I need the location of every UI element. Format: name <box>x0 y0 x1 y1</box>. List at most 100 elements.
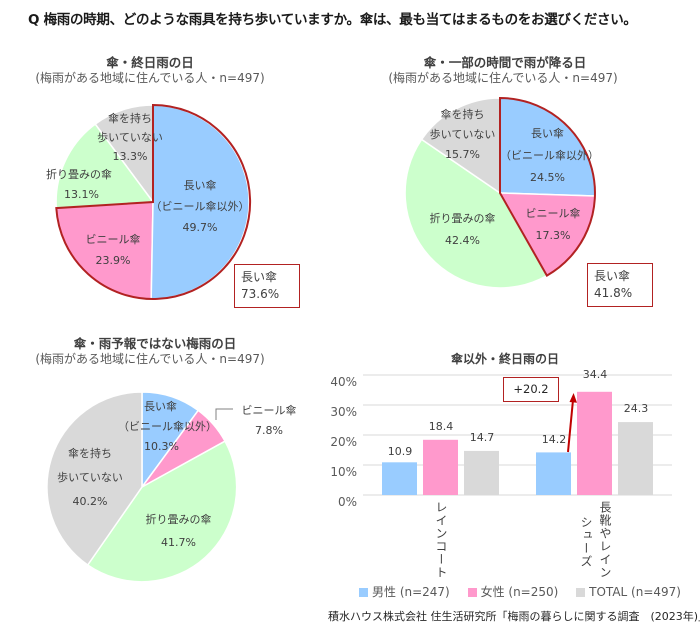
pie2-callout-label: 長い傘 <box>594 269 631 283</box>
pie3 <box>46 391 238 583</box>
ytick-30: 30% <box>330 405 357 419</box>
bar-raincoat-total <box>464 450 499 495</box>
pie3-subtitle: (梅雨がある地域に住んでいる人・n=497) <box>35 352 265 366</box>
pie3-none-line1: 傘を持ち <box>68 447 112 460</box>
pie1-none-line1: 傘を持ち <box>108 112 152 125</box>
pie1-callout: 長い傘 73.6% <box>234 264 300 308</box>
pie1-slice-folding <box>55 123 155 209</box>
pie3-none-value: 40.2% <box>72 495 108 508</box>
source-citation: 積水ハウス株式会社 住生活研究所「梅雨の暮らしに関する調査 (2023年)」 <box>328 610 700 623</box>
pie3-long-line2: （ビニール傘以外） <box>118 420 217 433</box>
bar-boots-female <box>577 391 612 495</box>
pie2-subtitle: (梅雨がある地域に住んでいる人・n=497) <box>388 71 618 85</box>
pie2-none-value: 15.7% <box>445 148 480 161</box>
label-raincoat-male: 10.9 <box>387 445 413 458</box>
pie2-none-line2: 歩いていない <box>429 128 496 141</box>
increase-arrow-icon <box>567 393 577 453</box>
pie3-label-folding: 折り畳みの傘 41.7% <box>136 508 221 554</box>
pie1-highlight-outline <box>55 103 252 300</box>
pie1-title: 傘・終日雨の日 <box>106 55 194 70</box>
pie1-long-value: 49.7% <box>182 221 218 234</box>
legend-female-label: 女性 (n=250) <box>480 585 559 599</box>
pie3-vinyl-value: 7.8% <box>255 424 283 437</box>
pie2-label-none: 傘を持ち 歩いていない 15.7% <box>425 105 500 165</box>
bar-boots-male <box>536 452 571 495</box>
ytick-40: 40% <box>330 375 357 389</box>
pie3-title: 傘・雨予報ではない梅雨の日 <box>73 336 237 351</box>
pie3-none-line2: 歩いていない <box>57 471 123 484</box>
pie1-none-value: 13.3% <box>112 150 148 163</box>
pie1 <box>55 103 252 300</box>
pie2-long-value: 24.5% <box>530 171 565 184</box>
bar-raincoat-female <box>423 439 458 495</box>
label-boots-total: 24.3 <box>623 402 649 415</box>
pie2-slice-none <box>420 97 501 195</box>
legend-female-swatch <box>467 588 477 597</box>
pie2-callout: 長い傘 41.8% <box>587 263 653 307</box>
pie2-folding-line1: 折り畳みの傘 <box>429 212 496 225</box>
pie2-label-long: 長い傘 （ビニール傘以外） 24.5% <box>500 123 599 189</box>
bar-yaxis: 40% 30% 20% 10% 0% <box>322 367 357 517</box>
pie3-vinyl-line1: ビニール傘 <box>241 404 297 417</box>
label-boots-male: 14.2 <box>541 433 567 446</box>
bar-raincoat-male <box>382 462 417 495</box>
pie3-label-none: 傘を持ち 歩いていない 40.2% <box>50 442 130 514</box>
pie2-vinyl-line1: ビニール傘 <box>525 207 581 220</box>
pie2-long-line2: （ビニール傘以外） <box>500 149 599 162</box>
category-raincoat: レインコート <box>434 501 448 579</box>
bar-boots-total <box>618 422 653 495</box>
pie2-callout-value: 41.8% <box>594 286 633 300</box>
ytick-0: 0% <box>337 495 357 509</box>
pie3-folding-value: 41.7% <box>161 536 196 549</box>
pie1-long-line2: （ビニール傘以外） <box>150 200 250 213</box>
pie1-label-long: 長い傘 （ビニール傘以外） 49.7% <box>150 175 250 238</box>
pie1-label-none: 傘を持ち 歩いていない 13.3% <box>95 109 165 166</box>
pie1-folding-line1: 折り畳みの傘 <box>46 168 112 181</box>
category-boots-line1: 長靴やレイン <box>598 501 612 579</box>
pie2 <box>404 96 596 289</box>
pie1-label-folding: 折り畳みの傘 13.1% <box>46 165 126 205</box>
pie2-label-vinyl: ビニール傘 17.3% <box>518 203 588 247</box>
legend-female: 女性 (n=250) <box>467 585 559 599</box>
question-title: Q 梅雨の時期、どのような雨具を持ち歩いていますか。傘は、最も当てはまるものをお… <box>28 12 637 28</box>
pie1-vinyl-line1: ビニール傘 <box>85 233 141 246</box>
pie1-folding-value: 13.1% <box>64 188 99 201</box>
label-raincoat-total: 14.7 <box>469 431 495 444</box>
pie1-long-line1: 長い傘 <box>183 179 217 192</box>
pie3-long-value: 10.3% <box>144 440 179 453</box>
increase-annotation: +20.2 <box>503 377 559 402</box>
pie2-slice-folding <box>404 138 548 289</box>
pie2-label-folding: 折り畳みの傘 42.4% <box>420 208 505 252</box>
legend-male-label: 男性 (n=247) <box>372 585 450 599</box>
pie3-folding-line1: 折り畳みの傘 <box>145 513 212 526</box>
category-boots-line2: シューズ <box>579 516 593 568</box>
pie2-none-line1: 傘を持ち <box>440 108 485 121</box>
bar-series <box>382 391 653 495</box>
pie1-callout-label: 長い傘 <box>241 270 278 284</box>
bar-legend: 男性 (n=247) 女性 (n=250) TOTAL (n=497) <box>359 583 695 600</box>
legend-total-label: TOTAL (n=497) <box>589 585 681 599</box>
pie3-label-vinyl: ビニール傘 7.8% <box>234 401 304 441</box>
legend-male: 男性 (n=247) <box>359 585 450 599</box>
pie1-none-line2: 歩いていない <box>97 131 163 144</box>
pie1-subtitle: (梅雨がある地域に住んでいる人・n=497) <box>35 71 265 85</box>
legend-total-swatch <box>576 588 586 597</box>
pie2-highlight-outline <box>499 96 596 277</box>
pie2-folding-value: 42.4% <box>445 234 480 247</box>
label-raincoat-female: 18.4 <box>428 420 454 433</box>
pie3-long-line1: 長い傘 <box>144 400 177 413</box>
pie1-vinyl-value: 23.9% <box>95 254 131 267</box>
pie2-long-line1: 長い傘 <box>531 127 564 140</box>
pie3-slice-folding <box>86 440 238 583</box>
bar-title: 傘以外・終日雨の日 <box>450 352 559 366</box>
pie3-vinyl-leader-line <box>215 408 233 420</box>
pie3-label-long: 長い傘 （ビニール傘以外） 10.3% <box>118 397 242 457</box>
pie2-vinyl-value: 17.3% <box>535 229 571 242</box>
ytick-20: 20% <box>330 435 357 449</box>
ytick-10: 10% <box>330 465 357 479</box>
pie3-slice-none <box>46 391 143 567</box>
pie1-callout-value: 73.6% <box>241 287 280 301</box>
legend-total: TOTAL (n=497) <box>576 585 681 599</box>
legend-male-swatch <box>359 588 368 597</box>
